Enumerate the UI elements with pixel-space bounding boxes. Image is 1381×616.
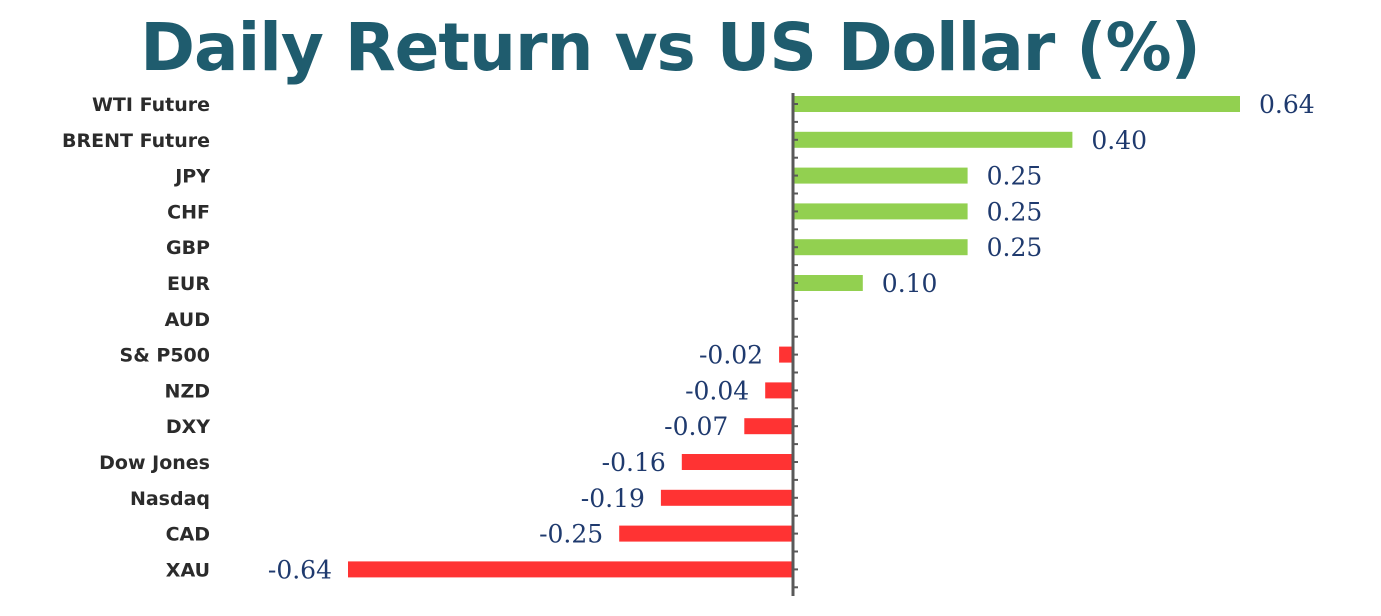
category-label: XAU: [166, 559, 210, 581]
bar-cad: [619, 525, 793, 542]
value-label: 0.25: [987, 233, 1043, 262]
bar-wti-future: [793, 96, 1240, 112]
category-label: Dow Jones: [99, 452, 210, 474]
category-label: Nasdaq: [130, 488, 210, 510]
value-label: -0.25: [539, 520, 603, 549]
bar-nzd: [765, 382, 793, 399]
bar-xau: [348, 561, 793, 578]
bar-chf: [793, 203, 968, 220]
category-label: S& P500: [120, 345, 210, 367]
value-label: -0.07: [664, 412, 728, 441]
category-label: GBP: [166, 237, 210, 259]
category-label: DXY: [166, 416, 210, 438]
bar-jpy: [793, 167, 968, 184]
category-label: CAD: [166, 524, 210, 546]
bars-group: [348, 96, 1240, 578]
value-label: -0.16: [602, 448, 666, 477]
value-label: -0.04: [685, 376, 749, 405]
value-label: 0.40: [1091, 126, 1147, 155]
bar-dow-jones: [681, 454, 794, 470]
bar-dxy: [744, 418, 793, 435]
axis-group: [791, 93, 798, 596]
bar-nasdaq: [660, 489, 793, 506]
category-label: EUR: [167, 273, 210, 295]
bar-gbp: [793, 239, 968, 256]
value-label: -0.19: [581, 484, 645, 513]
bar-brent-future: [793, 131, 1073, 148]
category-label: CHF: [167, 201, 210, 223]
category-label: NZD: [165, 380, 210, 402]
value-label: 0.64: [1259, 90, 1315, 119]
category-label: JPY: [173, 166, 210, 188]
category-labels-group: WTI Future BRENT Future JPY CHF GBP EUR AUD S& …: [62, 94, 210, 581]
value-label: 0.25: [987, 162, 1043, 191]
value-label: -0.64: [268, 555, 332, 584]
chart-title: Daily Return vs US Dollar (%): [140, 9, 1200, 86]
category-label: AUD: [165, 309, 210, 331]
value-labels-group: 0.64 0.40 0.25 0.25 0.25 0.10 -0.02 -0.04 -0.07 -…: [268, 90, 1315, 584]
category-label: BRENT Future: [62, 130, 210, 152]
bar-s-p500: [779, 346, 793, 363]
category-label: WTI Future: [92, 94, 210, 116]
value-label: -0.02: [699, 341, 763, 370]
value-label: 0.10: [882, 269, 938, 298]
bar-eur: [793, 275, 863, 291]
value-label: 0.25: [987, 197, 1043, 226]
